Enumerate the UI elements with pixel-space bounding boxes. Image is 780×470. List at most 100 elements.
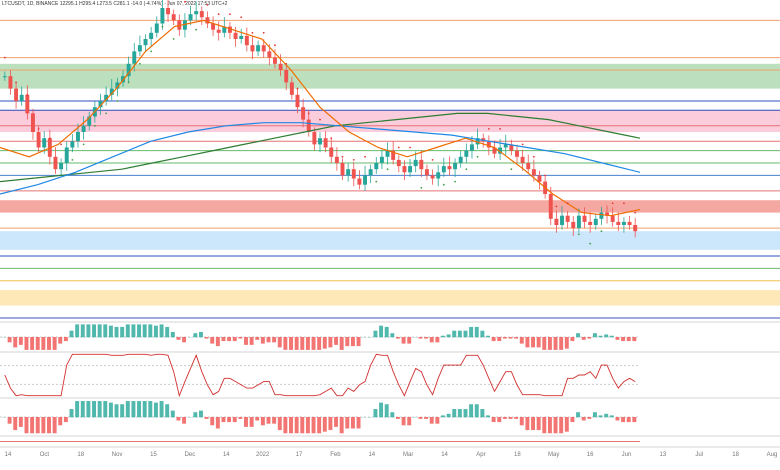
candle-body: [419, 159, 424, 170]
hist-bar: [373, 409, 378, 418]
hist-bar: [553, 417, 558, 434]
x-tick-label: Oct: [40, 452, 50, 458]
hist-bar: [429, 417, 434, 424]
candle-body: [374, 163, 379, 170]
sar-dot: [161, 25, 164, 28]
oscillator-line: [4, 353, 636, 398]
sar-dot: [150, 50, 153, 53]
sar-dot: [555, 205, 558, 208]
hist-bar: [542, 337, 547, 350]
candle-body: [520, 156, 525, 163]
hist-bar: [457, 330, 462, 338]
hist-bar: [480, 409, 485, 418]
candle-body: [109, 88, 114, 95]
hist-bar: [148, 324, 153, 338]
hist-bar: [452, 330, 457, 338]
sar-dot: [341, 155, 344, 158]
hist-bar: [587, 337, 592, 339]
hist-bar: [176, 417, 181, 421]
candle-body: [548, 194, 553, 219]
x-tick-label: Dec: [185, 452, 196, 458]
hist-bar: [480, 330, 485, 338]
hist-bar: [176, 337, 181, 340]
x-tick-label: 14: [441, 452, 448, 458]
hist-bar: [63, 417, 68, 423]
candle-body: [98, 101, 103, 108]
hist-bar: [474, 404, 479, 418]
candle-body: [391, 150, 396, 160]
candle-body: [64, 147, 69, 163]
candle-body: [19, 94, 24, 101]
hist-bar: [272, 337, 277, 343]
candle-body: [273, 57, 277, 64]
candle-body: [295, 94, 300, 108]
hist-bar: [519, 417, 524, 426]
candle-body: [509, 144, 514, 151]
hist-bar: [277, 337, 282, 348]
candle-body: [588, 221, 593, 225]
hist-bar: [592, 333, 597, 338]
sar-dot: [26, 93, 29, 96]
hist-bar: [142, 324, 147, 338]
hist-bar: [221, 417, 226, 423]
hist-bar: [204, 417, 209, 419]
hist-bar: [137, 401, 142, 418]
sar-dot: [206, 4, 209, 6]
zone-band: [0, 231, 780, 250]
hist-bar: [120, 326, 125, 338]
candle-body: [126, 63, 131, 77]
hist-bar: [559, 337, 564, 350]
candle-body: [143, 39, 148, 46]
sar-dot: [251, 31, 254, 34]
x-tick-label: 2022: [256, 452, 270, 458]
sar-dot: [184, 0, 186, 3]
candle-body: [267, 51, 272, 58]
hist-bar: [334, 417, 339, 427]
hist-bar: [390, 333, 395, 338]
x-tick-label: May: [548, 452, 559, 458]
candle-body: [554, 218, 559, 225]
hist-bar: [390, 412, 395, 418]
sar-dot: [566, 202, 569, 205]
hist-bar: [514, 337, 519, 339]
hist-bar: [542, 417, 547, 434]
hist-bar: [75, 324, 80, 338]
timestamp: Jun 07, 2022 17:53 UTC+2: [167, 1, 228, 7]
candle-body: [498, 147, 503, 154]
candle-body: [301, 107, 306, 120]
sar-dot: [442, 183, 445, 186]
hist-bar: [300, 337, 305, 350]
candle-body: [233, 32, 238, 39]
sar-dot: [510, 168, 513, 171]
sar-dot: [487, 127, 490, 130]
candle-body: [323, 138, 328, 148]
hist-bar: [384, 404, 389, 418]
candle-body: [239, 35, 244, 39]
x-tick-label: Aug: [767, 452, 778, 458]
hist-bar: [215, 337, 220, 347]
hist-bar: [322, 417, 327, 432]
candle-body: [357, 178, 362, 185]
hist-bar: [609, 335, 614, 338]
hist-bar: [576, 412, 581, 418]
hist-bar: [294, 417, 299, 434]
hist-bar: [24, 337, 29, 350]
hist-bar: [350, 337, 355, 347]
hist-bar: [407, 417, 412, 426]
candle-body: [182, 20, 187, 30]
hist-bar: [339, 337, 344, 350]
sar-dot: [274, 44, 276, 47]
x-tick-label: Jun: [622, 452, 632, 458]
hist-bar: [356, 337, 361, 347]
candle-body: [526, 163, 531, 170]
x-tick-label: Nov: [112, 452, 123, 458]
hist-bar: [272, 417, 277, 424]
hist-bar: [238, 417, 243, 419]
hist-bar: [97, 401, 102, 418]
hist-bar: [13, 337, 18, 348]
hist-bar: [469, 326, 474, 338]
hist-bar: [497, 417, 502, 423]
hist-bar: [592, 412, 597, 418]
sar-dot: [82, 143, 85, 146]
